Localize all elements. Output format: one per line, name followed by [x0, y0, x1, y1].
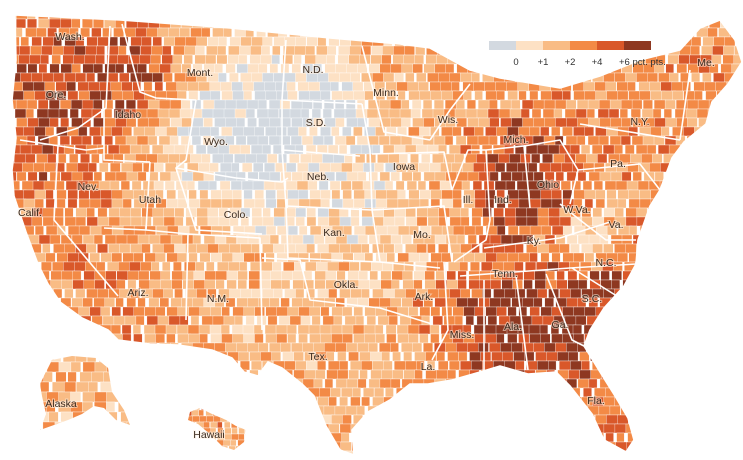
state-label-la: La. [421, 361, 436, 373]
state-label-wyo: Wyo. [204, 136, 228, 148]
state-label-calif: Calif. [18, 207, 42, 219]
legend-label: +6 pct. pts. [619, 57, 666, 68]
state-label-hawaii: Hawaii [193, 429, 225, 441]
state-label-colo: Colo. [224, 209, 249, 221]
state-label-minn: Minn. [373, 87, 399, 99]
state-label-alaska: Alaska [45, 398, 77, 410]
county-mosaic-alaska [40, 356, 130, 430]
state-label-ind: Ind. [494, 194, 512, 206]
legend-label: +1 [538, 57, 549, 68]
state-label-tex: Tex. [308, 351, 327, 363]
state-label-sd: S.D. [306, 117, 326, 129]
legend-swatch [489, 41, 516, 50]
state-label-ala: Ala. [504, 321, 522, 333]
legend-swatch [570, 41, 597, 50]
legend-swatch [543, 41, 570, 50]
state-label-miss: Miss. [450, 329, 475, 341]
legend-swatch [516, 41, 543, 50]
legend-label: 0 [513, 57, 518, 68]
state-label-nev: Nev. [78, 181, 99, 193]
state-label-iowa: Iowa [393, 161, 415, 173]
state-label-ny: N.Y. [630, 116, 649, 128]
state-label-ore: Ore. [46, 89, 66, 101]
state-label-nd: N.D. [303, 64, 324, 76]
state-label-utah: Utah [139, 194, 161, 206]
state-label-ga: Ga. [552, 319, 569, 331]
state-label-ky: Ky. [527, 235, 541, 247]
state-label-nm: N.M. [207, 293, 229, 305]
state-label-wis: Wis. [438, 114, 458, 126]
state-borders [11, 14, 743, 456]
state-label-fla: Fla. [587, 395, 605, 407]
state-label-ariz: Ariz. [128, 287, 149, 299]
map-legend: 0 +1 +2 +4 +6 pct. pts. [489, 41, 666, 68]
state-label-tenn: Tenn. [492, 268, 518, 280]
state-label-me: Me. [697, 57, 715, 69]
state-label-neb: Neb. [307, 171, 329, 183]
legend-label: +2 [565, 57, 576, 68]
state-label-mont: Mont. [187, 67, 213, 79]
state-label-kan: Kan. [323, 227, 345, 239]
state-label-idaho: Idaho [115, 109, 141, 121]
legend-label: +4 [592, 57, 603, 68]
state-labels: Wash. Ore. Calif. Nev. Idaho Mont. Wyo. Utah Ari… [17, 30, 716, 442]
state-label-mo: Mo. [413, 229, 431, 241]
state-label-va: Va. [609, 219, 624, 231]
state-label-sc: S.C. [582, 293, 602, 305]
state-label-wva: W.Va. [563, 204, 590, 216]
state-label-wash: Wash. [55, 31, 84, 43]
state-label-pa: Pa. [610, 158, 626, 170]
legend-swatch [624, 41, 651, 50]
legend-swatch [597, 41, 624, 50]
state-label-ill: Ill. [463, 194, 474, 206]
state-label-ark: Ark. [415, 291, 434, 303]
state-label-ohio: Ohio [537, 179, 559, 191]
state-label-mich: Mich. [503, 134, 528, 146]
state-label-okla: Okla. [334, 279, 359, 291]
state-label-nc: N.C. [596, 257, 617, 269]
